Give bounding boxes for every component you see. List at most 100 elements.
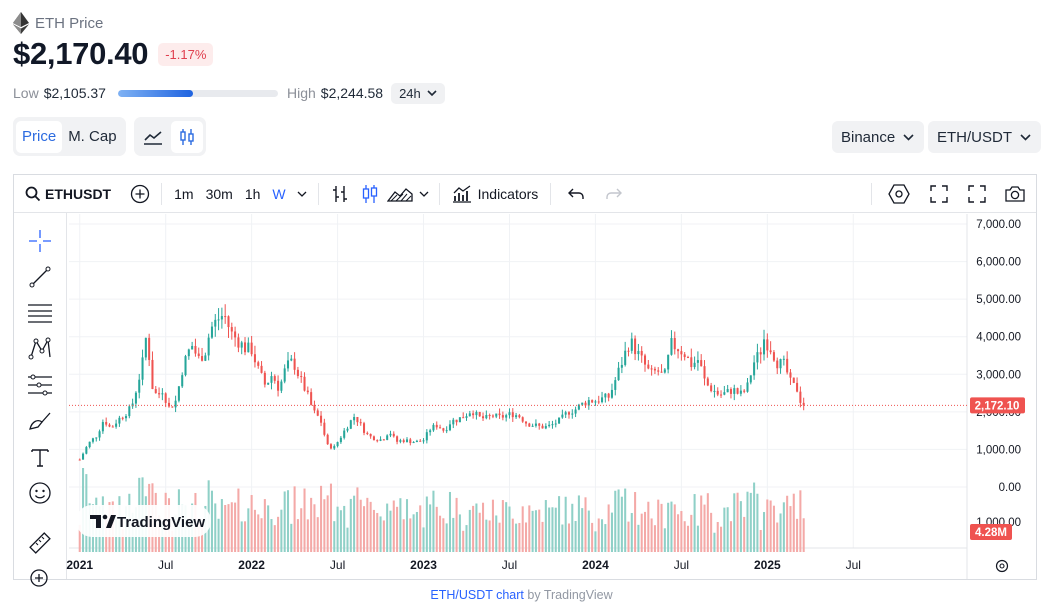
volume-bar <box>554 507 557 552</box>
candle-body <box>584 402 587 406</box>
text-tool[interactable] <box>26 443 54 471</box>
candle-body <box>177 386 180 401</box>
candles-style-button[interactable] <box>355 179 385 209</box>
volume-bar <box>422 527 425 552</box>
volume-bar <box>759 529 762 552</box>
toolbar-divider <box>871 182 872 205</box>
trend-line-tool[interactable] <box>26 263 54 291</box>
volume-bar <box>425 496 428 552</box>
candle-body <box>154 389 157 394</box>
volume-bar <box>336 506 339 552</box>
timeframe-dropdown[interactable] <box>292 179 312 209</box>
volume-bar <box>769 500 772 552</box>
price-chart-plot[interactable]: 7,000.00 6,000.00 5,000.00 4,000.00 3,000.00… <box>14 175 1036 579</box>
volume-bar <box>349 498 352 552</box>
candle-body <box>263 372 266 385</box>
timeframe-w[interactable]: W <box>272 185 286 202</box>
candle-body <box>650 368 653 370</box>
candle-body <box>799 391 802 403</box>
candlestick-icon <box>180 128 194 145</box>
fib-tool[interactable] <box>26 299 54 327</box>
exchange-label: Binance <box>841 128 896 146</box>
x-tick-label: Jul <box>502 558 517 572</box>
line-chart-button[interactable] <box>137 121 169 153</box>
candle-body <box>396 436 399 442</box>
chevron-down-icon <box>1020 133 1031 141</box>
candle-body <box>363 423 366 433</box>
emoji-tool[interactable] <box>26 479 54 507</box>
volume-bar <box>743 516 746 552</box>
volume-bar <box>435 506 438 552</box>
volume-bar <box>273 525 276 552</box>
candle-body <box>597 401 600 403</box>
candle-body <box>95 437 98 439</box>
candle-body <box>753 362 756 376</box>
timeframe-30m[interactable]: 30m <box>205 185 233 202</box>
candle-body <box>766 339 769 351</box>
candle-body <box>624 350 627 365</box>
snapshot-button[interactable] <box>1000 179 1030 209</box>
volume-bar <box>439 515 442 552</box>
candle-body <box>491 415 494 417</box>
compare-add-button[interactable] <box>125 179 155 209</box>
volume-bar <box>240 521 243 552</box>
exchange-select[interactable]: Binance <box>832 121 925 153</box>
candle-body <box>663 369 666 373</box>
candle-body <box>485 414 488 419</box>
pattern-tool[interactable] <box>26 335 54 363</box>
volume-bar <box>409 518 412 552</box>
candle-body <box>128 406 131 417</box>
timeframe-1h[interactable]: 1h <box>244 185 261 202</box>
ruler-tool[interactable] <box>26 529 54 557</box>
candle-body <box>511 412 514 418</box>
pair-label: ETH/USDT <box>937 128 1012 146</box>
high-label: High <box>286 85 316 101</box>
volume-bar <box>548 507 551 552</box>
zoom-in-tool[interactable] <box>26 565 54 593</box>
ruler-icon <box>29 532 51 554</box>
mcap-toggle-button[interactable]: M. Cap <box>68 128 117 145</box>
price-toggle-button[interactable]: Price <box>16 120 63 153</box>
candle-body <box>419 440 422 442</box>
candle-body <box>356 416 359 423</box>
crosshair-tool[interactable] <box>26 227 54 255</box>
volume-bar <box>452 517 455 552</box>
indicators-button[interactable]: Indicators <box>446 184 545 203</box>
settings-button[interactable] <box>884 179 914 209</box>
volume-bar <box>673 504 676 552</box>
tradingview-watermark: TradingView <box>76 505 211 537</box>
volume-bar <box>465 525 468 552</box>
pair-select[interactable]: ETH/USDT <box>928 121 1041 153</box>
redo-button[interactable] <box>599 179 629 209</box>
volume-bar <box>353 495 356 552</box>
candle-body <box>429 430 432 433</box>
maximize-button[interactable] <box>962 179 992 209</box>
volume-bar <box>455 497 458 552</box>
fullscreen-button[interactable] <box>924 179 954 209</box>
volume-bar <box>445 523 448 552</box>
area-style-button[interactable] <box>385 179 415 209</box>
chart-type-dropdown[interactable] <box>415 179 433 209</box>
candle-body <box>620 364 623 368</box>
brush-tool[interactable] <box>26 407 54 435</box>
volume-bar <box>316 517 319 552</box>
volume-bar <box>468 509 471 552</box>
timeframe-1m[interactable]: 1m <box>174 185 194 202</box>
period-dropdown[interactable]: 24h <box>391 82 445 104</box>
ethereum-icon <box>13 12 29 34</box>
undo-button[interactable] <box>561 179 591 209</box>
forecast-tool[interactable] <box>26 371 54 399</box>
volume-bar <box>485 519 488 552</box>
chart-link[interactable]: ETH/USDT chart <box>430 588 524 602</box>
volume-bar <box>462 530 465 552</box>
candle-body <box>144 337 147 358</box>
candle-body <box>762 339 766 355</box>
bars-style-button[interactable] <box>325 179 355 209</box>
candle-body <box>234 331 237 338</box>
volume-bar <box>706 493 709 552</box>
candle-body <box>405 439 409 443</box>
symbol-search[interactable]: ETHUSDT <box>25 186 111 202</box>
candle-body <box>273 376 276 381</box>
candle-chart-button[interactable] <box>171 120 203 153</box>
candle-body <box>224 316 227 318</box>
